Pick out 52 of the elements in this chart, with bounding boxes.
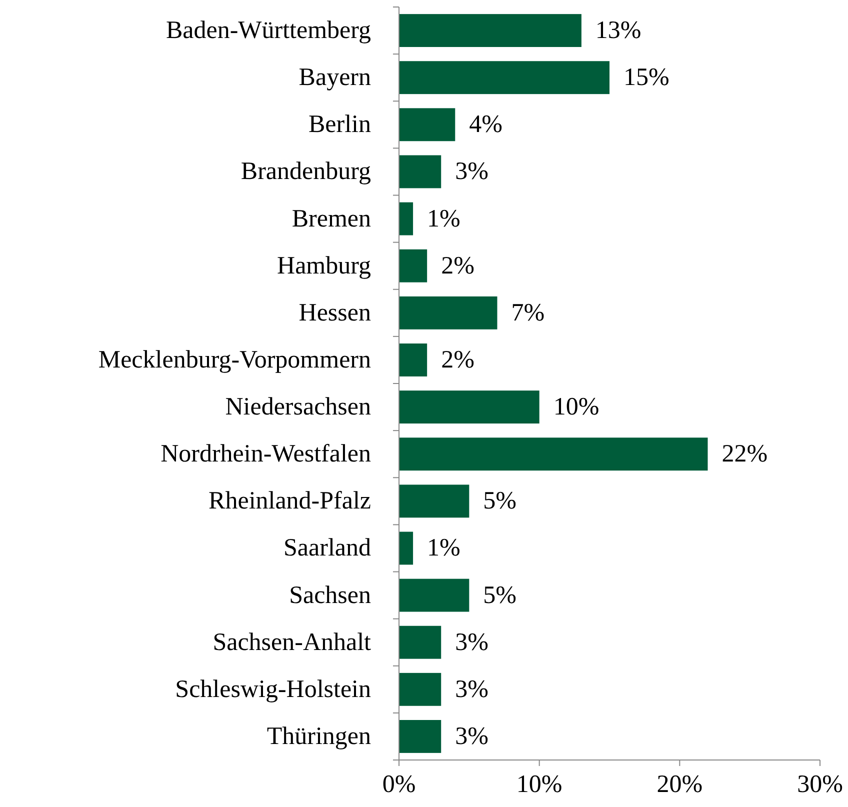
y-tick-label: Bayern bbox=[298, 64, 372, 92]
y-tick-label: Brandenburg bbox=[240, 158, 372, 186]
data-label: 15% bbox=[624, 64, 670, 92]
y-tick-label: Bremen bbox=[292, 205, 372, 232]
bar bbox=[399, 626, 442, 659]
bar bbox=[399, 720, 442, 753]
y-tick-label: Rheinland-Pfalz bbox=[208, 488, 371, 515]
bar bbox=[399, 532, 414, 565]
y-tick-label: Thüringen bbox=[266, 722, 372, 750]
y-tick-label: Nordrhein-Westfalen bbox=[160, 440, 372, 468]
bar bbox=[399, 578, 470, 612]
y-tick-label: Schleswig-Holstein bbox=[175, 676, 372, 703]
data-label: 4% bbox=[469, 111, 502, 138]
bar bbox=[399, 296, 498, 330]
x-tick-label: 0% bbox=[382, 771, 416, 798]
data-label: 1% bbox=[427, 205, 460, 232]
data-label: 3% bbox=[455, 628, 488, 656]
data-label: 2% bbox=[441, 252, 474, 280]
data-label: 5% bbox=[483, 582, 516, 609]
data-label: 3% bbox=[455, 676, 488, 703]
data-label: 5% bbox=[483, 488, 516, 515]
data-label: 10% bbox=[553, 394, 600, 421]
bar bbox=[399, 61, 610, 94]
bar bbox=[399, 484, 470, 518]
y-tick-label: Mecklenburg-Vorpommern bbox=[98, 346, 372, 374]
data-label: 2% bbox=[441, 346, 474, 374]
data-label: 13% bbox=[595, 17, 642, 44]
y-tick-label: Sachsen bbox=[289, 582, 372, 609]
x-tick-label: 20% bbox=[656, 771, 703, 798]
bar bbox=[399, 672, 442, 706]
x-tick-label: 30% bbox=[797, 771, 843, 798]
bar bbox=[399, 438, 708, 471]
bar bbox=[399, 202, 414, 236]
data-label: 3% bbox=[455, 722, 488, 750]
y-tick-label: Hessen bbox=[298, 299, 372, 326]
y-tick-label: Niedersachsen bbox=[225, 394, 372, 421]
data-label: 3% bbox=[455, 158, 488, 186]
bar bbox=[399, 155, 442, 188]
bar bbox=[399, 343, 428, 376]
y-tick-label: Berlin bbox=[308, 111, 372, 138]
y-tick-label: Sachsen-Anhalt bbox=[212, 628, 372, 656]
x-tick-label: 10% bbox=[516, 771, 562, 798]
data-label: 7% bbox=[511, 299, 545, 326]
data-label: 1% bbox=[427, 534, 460, 562]
y-tick-label: Hamburg bbox=[277, 252, 372, 280]
y-tick-label: Baden-Württemberg bbox=[166, 17, 372, 44]
bar bbox=[399, 390, 540, 424]
bar bbox=[399, 14, 582, 48]
bar bbox=[399, 249, 428, 282]
data-label: 22% bbox=[722, 440, 768, 468]
y-tick-label: Saarland bbox=[284, 534, 372, 562]
bar bbox=[399, 108, 456, 142]
